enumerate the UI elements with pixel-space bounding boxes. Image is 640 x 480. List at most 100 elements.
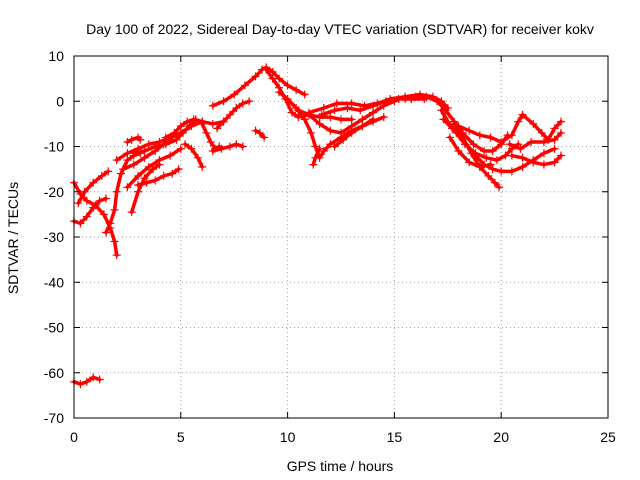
data-point bbox=[208, 119, 217, 128]
data-point bbox=[347, 128, 356, 137]
data-point bbox=[283, 81, 292, 90]
series-line bbox=[104, 151, 142, 235]
data-point bbox=[347, 115, 356, 124]
x-tick-label: 10 bbox=[280, 429, 296, 445]
data-point bbox=[287, 108, 296, 117]
data-point bbox=[251, 126, 260, 135]
series-track-20 bbox=[275, 88, 388, 162]
data-point bbox=[151, 142, 160, 151]
data-point bbox=[149, 165, 158, 174]
data-point bbox=[411, 92, 420, 101]
series-track-33 bbox=[518, 110, 566, 144]
data-point bbox=[450, 119, 459, 128]
x-axis-label: GPS time / hours bbox=[287, 458, 394, 474]
y-tick-label: -40 bbox=[44, 274, 64, 290]
data-point bbox=[268, 67, 277, 76]
series-track-32 bbox=[505, 128, 566, 153]
data-point bbox=[557, 128, 566, 137]
data-point bbox=[225, 110, 234, 119]
data-point bbox=[330, 106, 339, 115]
data-point bbox=[518, 110, 527, 119]
data-point bbox=[134, 171, 143, 180]
data-point bbox=[492, 156, 501, 165]
data-point bbox=[95, 196, 104, 205]
data-point bbox=[129, 160, 138, 169]
data-point bbox=[140, 147, 149, 156]
data-point bbox=[119, 165, 128, 174]
data-point bbox=[110, 205, 119, 214]
y-tick-label: -20 bbox=[44, 184, 64, 200]
data-point bbox=[159, 171, 168, 180]
data-point bbox=[106, 219, 115, 228]
series-track-35 bbox=[70, 373, 104, 389]
series-track-15 bbox=[213, 97, 254, 133]
data-point bbox=[112, 156, 121, 165]
series-track-04 bbox=[102, 149, 145, 237]
data-point bbox=[539, 149, 548, 158]
data-point bbox=[178, 128, 187, 137]
series-line bbox=[125, 135, 142, 144]
y-axis-label: SDTVAR / TECUs bbox=[5, 182, 21, 294]
data-point bbox=[433, 97, 442, 106]
data-point bbox=[82, 377, 91, 386]
data-point bbox=[514, 117, 523, 126]
data-point bbox=[381, 97, 390, 106]
data-point bbox=[356, 106, 365, 115]
data-point bbox=[189, 115, 198, 124]
data-point bbox=[307, 128, 316, 137]
data-point bbox=[550, 124, 559, 133]
series-track-16 bbox=[208, 140, 247, 156]
series-line bbox=[132, 117, 198, 156]
data-point bbox=[268, 74, 277, 83]
data-point bbox=[238, 142, 247, 151]
data-point bbox=[304, 108, 313, 117]
series-track-21 bbox=[309, 144, 324, 169]
data-point bbox=[527, 137, 536, 146]
data-point bbox=[550, 158, 559, 167]
axes: 0 5 10 15 20 25 10 0 -10 -20 -30 -40 -50 -60 -70 bbox=[44, 48, 616, 445]
data-point bbox=[448, 124, 457, 133]
data-point bbox=[337, 128, 345, 137]
data-point bbox=[454, 147, 463, 156]
x-tick-label: 15 bbox=[387, 429, 403, 445]
data-point bbox=[217, 144, 226, 153]
data-point bbox=[480, 147, 489, 156]
data-point bbox=[134, 187, 143, 196]
series-track-25 bbox=[330, 115, 378, 151]
grid-lines bbox=[74, 56, 608, 418]
data-point bbox=[317, 110, 326, 119]
series-line bbox=[125, 147, 183, 189]
data-point bbox=[95, 375, 104, 384]
data-point bbox=[311, 153, 320, 162]
data-point bbox=[300, 90, 309, 99]
data-point bbox=[319, 104, 328, 113]
series-track-03 bbox=[74, 167, 113, 208]
data-point bbox=[486, 133, 495, 142]
data-point bbox=[262, 65, 271, 74]
data-point bbox=[245, 97, 254, 106]
series-track-34 bbox=[507, 151, 566, 169]
data-point bbox=[495, 183, 504, 192]
data-point bbox=[497, 167, 506, 176]
data-point bbox=[144, 162, 153, 171]
data-point bbox=[123, 137, 132, 146]
series-track-10 bbox=[129, 115, 200, 158]
data-point bbox=[488, 147, 497, 156]
chart-title: Day 100 of 2022, Sidereal Day-to-day VTE… bbox=[86, 21, 594, 37]
data-point bbox=[422, 92, 431, 101]
data-point bbox=[230, 90, 239, 99]
data-point bbox=[208, 147, 217, 156]
x-tick-label: 0 bbox=[70, 429, 78, 445]
data-point bbox=[260, 133, 269, 142]
data-point bbox=[482, 153, 491, 162]
data-point bbox=[104, 167, 113, 176]
data-point bbox=[275, 88, 284, 97]
data-point bbox=[347, 99, 356, 108]
data-point bbox=[484, 171, 493, 180]
data-point bbox=[505, 140, 514, 149]
data-point bbox=[339, 135, 348, 144]
data-point bbox=[123, 183, 132, 192]
series-track-07 bbox=[123, 144, 185, 192]
series-line bbox=[277, 90, 386, 160]
data-point bbox=[161, 133, 170, 142]
